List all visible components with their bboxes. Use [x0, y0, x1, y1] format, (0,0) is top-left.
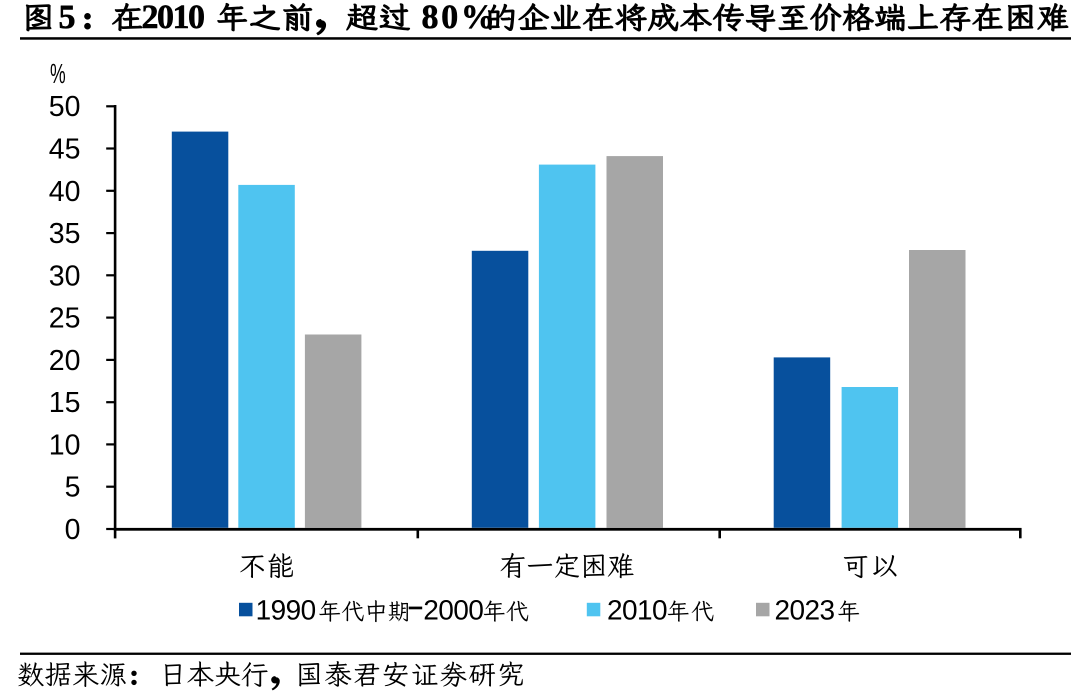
- svg-text:0: 0: [65, 514, 81, 546]
- svg-text:35: 35: [49, 218, 81, 250]
- svg-text:50: 50: [49, 91, 81, 123]
- svg-text:25: 25: [49, 303, 81, 335]
- svg-text:20: 20: [49, 345, 81, 377]
- svg-text:10: 10: [49, 429, 81, 461]
- svg-text:%: %: [50, 58, 66, 89]
- svg-text:45: 45: [49, 134, 81, 166]
- svg-text:15: 15: [49, 387, 81, 419]
- svg-text:30: 30: [49, 260, 81, 292]
- svg-text:5: 5: [65, 472, 81, 504]
- svg-text:40: 40: [49, 176, 81, 208]
